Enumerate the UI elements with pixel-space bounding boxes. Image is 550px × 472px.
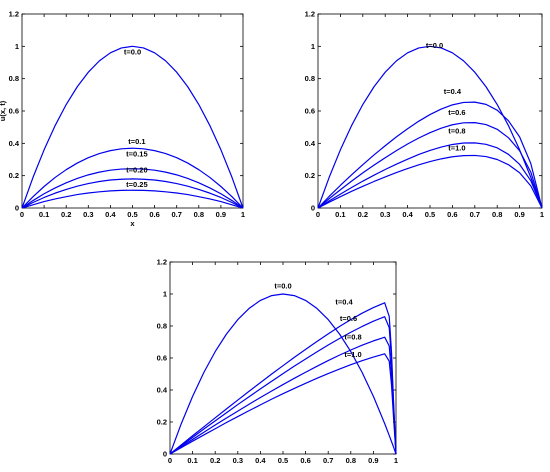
curve-annotation: t=0.4: [335, 297, 353, 306]
x-tick-label: 0.9: [216, 210, 226, 219]
x-tick-label: 0.5: [425, 210, 435, 219]
y-tick-label: 1.2: [305, 10, 315, 19]
x-tick-label: 0.2: [210, 456, 220, 465]
x-tick-label: 0.3: [233, 456, 243, 465]
y-tick-label: 0: [311, 204, 315, 213]
chart-panel-1: 0 0.1 0.2 0.3 0.4 0.5 0.6 0.7 0.8 0.9 1 0 0.2 0.4 0.6 0…: [0, 10, 245, 229]
y-tick-label: 1: [163, 290, 167, 299]
series-line-t-0-20: [21, 178, 244, 209]
x-tick-label: 0.1: [335, 210, 345, 219]
curve-annotation: t=0.6: [448, 108, 465, 117]
x-tick-label: 0.3: [83, 210, 93, 219]
curve-annotation: t=0.15: [126, 149, 147, 158]
y-tick-label: 0.8: [157, 322, 167, 331]
series-line-t-0-4: [169, 302, 397, 455]
series-line-t-0-25: [21, 189, 244, 209]
x-tick-label: 0.6: [300, 456, 310, 465]
x-tick-label: 0.3: [380, 210, 390, 219]
y-tick-label: 1: [311, 42, 315, 51]
series-line-t-1-0: [169, 353, 397, 455]
series-line-t-1-0: [317, 154, 543, 209]
series-line-t-0-6: [317, 122, 543, 209]
x-tick-label: 0.2: [358, 210, 368, 219]
y-tick-label: 1.2: [9, 10, 19, 19]
x-tick-label: 0.8: [346, 456, 356, 465]
curve-annotation: t=0.0: [274, 281, 291, 290]
x-tick-label: 0.9: [368, 456, 378, 465]
y-tick-label: 0.4: [157, 386, 168, 395]
curve-annotation: t=0.0: [426, 41, 443, 50]
series-line-t-0-6: [169, 316, 397, 455]
curve-annotation: t=1.0: [448, 144, 465, 153]
x-tick-label: 1: [394, 456, 398, 465]
x-tick-label: 1: [241, 210, 245, 219]
chart-panel-3: 0 0.1 0.2 0.3 0.4 0.5 0.6 0.7 0.8 0.9 1 0 0.2 0.4 0.6 0…: [157, 258, 399, 466]
x-tick-label: 0.1: [187, 456, 197, 465]
x-tick-label: 0.4: [255, 456, 266, 465]
y-tick-label: 0.2: [157, 418, 167, 427]
series-line-t-0-0: [317, 45, 543, 209]
x-tick-label: 0.8: [194, 210, 204, 219]
curve-annotation: t=0.1: [128, 137, 145, 146]
curve-annotation: t=1.0: [344, 350, 361, 359]
series-line-t-0-0: [169, 293, 397, 455]
x-tick-label: 0.2: [61, 210, 71, 219]
x-tick-label: 0.8: [492, 210, 502, 219]
curve-annotation: t=0.6: [340, 314, 357, 323]
x-tick-label: 0.9: [514, 210, 524, 219]
x-tick-label: 0.7: [171, 210, 181, 219]
plot-frame: [169, 261, 397, 455]
y-tick-label: 0: [15, 204, 19, 213]
x-tick-label: 0: [168, 456, 172, 465]
x-tick-label: 0: [316, 210, 320, 219]
y-tick-label: 0: [163, 450, 167, 459]
y-tick-label: 0.6: [157, 354, 167, 363]
curve-annotation: t=0.8: [344, 333, 361, 342]
series-line-t-0-4: [317, 101, 543, 209]
y-tick-label: 1.2: [157, 258, 167, 267]
y-tick-label: 0.2: [305, 171, 315, 180]
y-tick-label: 0.8: [305, 74, 315, 83]
x-tick-label: 1: [540, 210, 544, 219]
series-line-t-0-8: [169, 336, 397, 455]
y-tick-label: 0.8: [9, 74, 19, 83]
x-tick-label: 0.1: [39, 210, 49, 219]
y-tick-label: 0.2: [9, 171, 19, 180]
curve-annotation: t=0.8: [448, 127, 465, 136]
series-line-t-0-15: [21, 168, 244, 209]
y-tick-label: 0.6: [305, 107, 315, 116]
y-tick-label: 1: [15, 42, 19, 51]
y-tick-label: 0.4: [305, 139, 316, 148]
curve-annotation: t=0.4: [444, 87, 462, 96]
y-tick-label: 0.6: [9, 107, 19, 116]
x-tick-label: 0.7: [470, 210, 480, 219]
x-tick-label: 0.4: [402, 210, 413, 219]
curve-annotation: t=0.0: [124, 47, 141, 56]
x-tick-label: 0.5: [278, 456, 288, 465]
x-tick-label: 0.7: [323, 456, 333, 465]
x-axis-label: x: [130, 219, 135, 228]
series-line-t-0-0: [21, 45, 244, 209]
x-tick-label: 0: [20, 210, 24, 219]
curve-annotation: t=0.20: [126, 165, 147, 174]
x-tick-label: 0.5: [127, 210, 137, 219]
chart-panel-2: 0 0.1 0.2 0.3 0.4 0.5 0.6 0.7 0.8 0.9 1 0 0.2 0.4 0.6 0…: [305, 10, 545, 220]
x-tick-label: 0.6: [447, 210, 457, 219]
x-tick-label: 0.6: [149, 210, 159, 219]
series-line-t-0-8: [317, 142, 543, 209]
y-tick-label: 0.4: [9, 139, 20, 148]
curve-annotation: t=0.25: [126, 180, 147, 189]
series-line-t-0-1: [21, 147, 244, 209]
y-axis-label: u(x, t): [0, 100, 7, 121]
x-tick-label: 0.4: [105, 210, 116, 219]
